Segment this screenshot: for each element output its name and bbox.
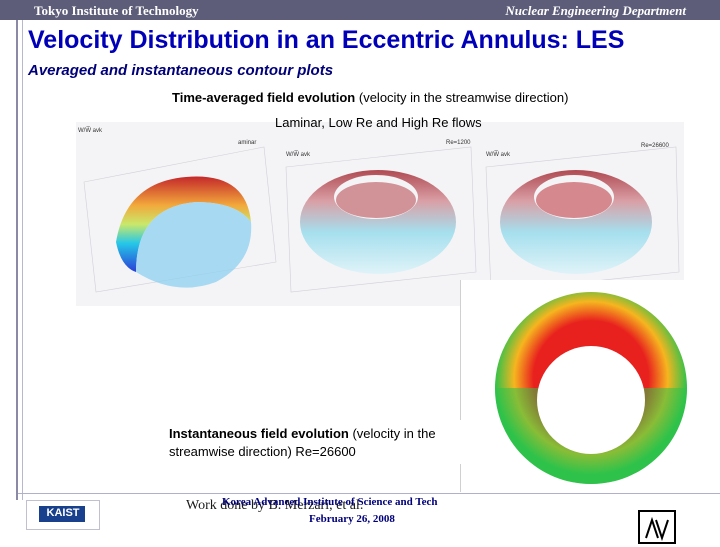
kaist-logo-text: KAIST [46,507,80,519]
caption3-bold: Instantaneous field evolution [169,426,349,441]
plot-panel-laminar: W/W̅ avk aminar [78,127,277,293]
header-institution: Tokyo Institute of Technology [34,3,199,18]
caption1-bold: Time-averaged field evolution [172,90,356,105]
panel2-ylabel: W/W̅ avk [286,151,311,158]
footer-institute: Korea Advanced Institute of Science and … [222,496,438,508]
left-rule [16,20,18,500]
header-bar: Tokyo Institute of Technology Nuclear En… [0,0,720,20]
slide-title: Velocity Distribution in an Eccentric An… [28,26,625,54]
left-rule-thin [22,20,23,500]
panel3-ylabel: W/W̅ avk [486,151,511,158]
instantaneous-caption: Instantaneous field evolution (velocity … [160,420,462,464]
plot-panel-low-re: W/W̅ avk Re=1200 [285,140,477,293]
panel1-title: aminar [238,140,256,146]
panel1-ylabel: W/W̅ avk [78,127,103,134]
time-averaged-caption: Time-averaged field evolution (velocity … [160,86,608,110]
header-department: Nuclear Engineering Department [505,3,686,18]
surface-plots-image: W/W̅ avk aminar W/W̅ avk Re=1200 W/W̅ av… [76,122,684,306]
kaist-logo: KAIST [26,500,100,530]
footer-rule [18,493,720,494]
footer-credit: Work done by B. Merzari, et al. [186,498,364,513]
instantaneous-contour-image [460,280,719,492]
panel2-title: Re=1200 [446,140,471,146]
plot-panel-high-re: W/W̅ avk Re=26600 [485,143,680,293]
department-logo [638,510,676,544]
caption3-normal: (velocity in the streamwise direction) R… [169,426,436,459]
panel3-title: Re=26600 [641,143,670,149]
caption1-normal: (velocity in the streamwise direction) [355,90,569,105]
flow-cases-caption: Laminar, Low Re and High Re flows [275,115,482,130]
slide-subtitle: Averaged and instantaneous contour plots [28,62,334,79]
footer-date: February 26, 2008 [309,513,395,525]
